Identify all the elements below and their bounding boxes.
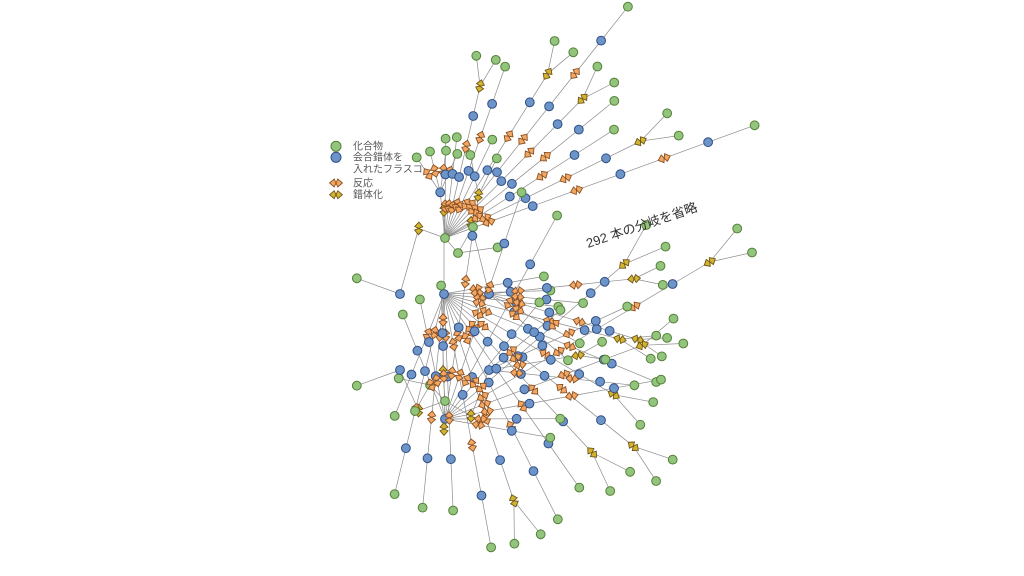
svg-text:入れたフラスコ: 入れたフラスコ (353, 164, 423, 176)
svg-text:錯体化: 錯体化 (353, 188, 383, 201)
svg-text:化合物: 化合物 (353, 140, 383, 153)
svg-text:反応: 反応 (353, 177, 373, 189)
svg-text:会合錯体を: 会合錯体を (353, 151, 403, 164)
